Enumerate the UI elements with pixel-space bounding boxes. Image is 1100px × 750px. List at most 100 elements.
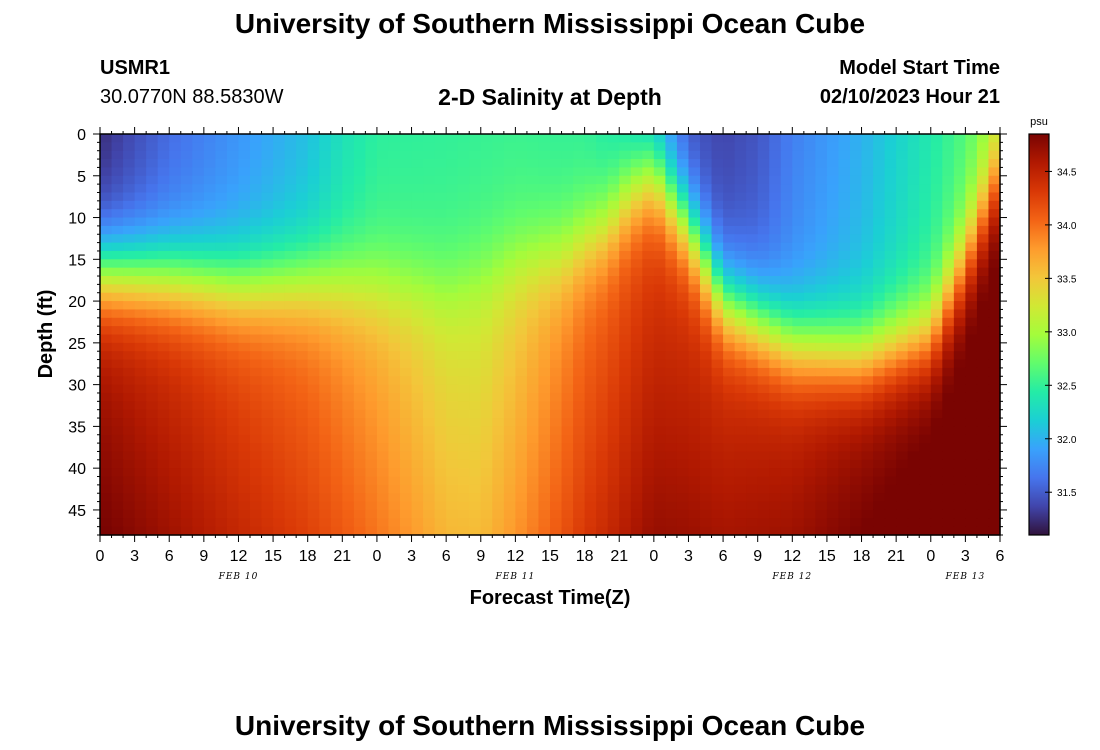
- heatmap-cell: [573, 509, 586, 519]
- heatmap-cell: [411, 334, 424, 344]
- heatmap-cell: [838, 451, 851, 461]
- heatmap-cell: [942, 334, 955, 344]
- heatmap-cell: [515, 200, 528, 210]
- heatmap-cell: [815, 184, 828, 194]
- heatmap-cell: [100, 493, 113, 503]
- heatmap-cell: [146, 418, 159, 427]
- heatmap-cell: [919, 359, 932, 369]
- heatmap-cell: [169, 451, 182, 461]
- heatmap-cell: [884, 526, 897, 536]
- heatmap-cell: [469, 426, 482, 436]
- heatmap-cell: [157, 501, 170, 511]
- heatmap-cell: [653, 159, 666, 169]
- heatmap-cell: [965, 134, 978, 143]
- heatmap-cell: [238, 134, 251, 143]
- heatmap-cell: [469, 367, 482, 377]
- heatmap-cell: [988, 259, 1001, 269]
- heatmap-cell: [653, 501, 666, 511]
- heatmap-cell: [642, 134, 655, 143]
- heatmap-cell: [884, 426, 897, 436]
- heatmap-cell: [550, 518, 563, 528]
- heatmap-cell: [423, 184, 436, 194]
- heatmap-cell: [492, 167, 505, 177]
- heatmap-cell: [584, 476, 597, 486]
- heatmap-cell: [365, 209, 378, 219]
- heatmap-cell: [584, 351, 597, 361]
- heatmap-cell: [307, 426, 320, 436]
- heatmap-cell: [596, 250, 609, 260]
- heatmap-cell: [226, 276, 240, 285]
- heatmap-cell: [123, 526, 136, 536]
- heatmap-cell: [896, 276, 909, 285]
- heatmap-cell: [676, 217, 690, 227]
- heatmap-cell: [688, 384, 701, 394]
- heatmap-cell: [226, 225, 240, 235]
- heatmap-cell: [873, 184, 886, 194]
- heatmap-cell: [988, 476, 1001, 486]
- heatmap-cell: [688, 301, 701, 311]
- heatmap-cell: [942, 200, 955, 210]
- heatmap-cell: [653, 342, 666, 352]
- heatmap-cell: [388, 276, 401, 285]
- heatmap-cell: [561, 443, 574, 453]
- heatmap-cell: [815, 526, 828, 536]
- x-tick-label: 3: [684, 548, 693, 565]
- heatmap-cell: [296, 225, 309, 235]
- heatmap-cell: [423, 418, 436, 427]
- heatmap-cell: [307, 267, 320, 277]
- heatmap-cell: [700, 376, 713, 386]
- heatmap-cell: [619, 334, 632, 344]
- heatmap-cell: [446, 334, 459, 344]
- heatmap-cell: [780, 142, 793, 152]
- heatmap-cell: [215, 426, 228, 436]
- heatmap-cell: [261, 209, 274, 219]
- heatmap-cell: [757, 200, 770, 210]
- heatmap-cell: [388, 451, 401, 461]
- heatmap-cell: [757, 159, 770, 169]
- heatmap-cell: [965, 351, 978, 361]
- heatmap-cell: [769, 409, 782, 419]
- heatmap-cell: [838, 209, 851, 219]
- heatmap-cell: [226, 250, 240, 260]
- heatmap-cell: [284, 184, 297, 194]
- heatmap-cell: [803, 376, 816, 386]
- page-title: University of Southern Mississippi Ocean…: [234, 8, 866, 39]
- heatmap-cell: [769, 493, 782, 503]
- heatmap-cell: [861, 142, 874, 152]
- heatmap-cell: [584, 401, 597, 411]
- colorbar-tick-label: 32.0: [1057, 435, 1077, 446]
- heatmap-cell: [226, 526, 240, 536]
- heatmap-cell: [919, 384, 932, 394]
- heatmap-cell: [423, 209, 436, 219]
- heatmap-cell: [953, 317, 966, 327]
- heatmap-cell: [100, 401, 113, 411]
- heatmap-cell: [215, 384, 228, 394]
- heatmap-cell: [446, 451, 459, 461]
- heatmap-cell: [365, 376, 378, 386]
- heatmap-cell: [919, 317, 932, 327]
- heatmap-cell: [480, 409, 493, 419]
- heatmap-cell: [734, 250, 747, 260]
- heatmap-cell: [584, 317, 597, 327]
- heatmap-cell: [942, 217, 955, 227]
- heatmap-cell: [215, 234, 228, 244]
- heatmap-cell: [676, 259, 690, 269]
- heatmap-cell: [296, 192, 309, 202]
- heatmap-cell: [711, 200, 724, 210]
- heatmap-cell: [619, 342, 632, 352]
- heatmap-cell: [388, 468, 401, 478]
- heatmap-cell: [123, 292, 136, 302]
- heatmap-cell: [376, 192, 390, 202]
- heatmap-cell: [146, 459, 159, 469]
- heatmap-cell: [700, 234, 713, 244]
- heatmap-cell: [457, 242, 470, 252]
- heatmap-cell: [307, 134, 320, 143]
- heatmap-cell: [896, 167, 909, 177]
- heatmap-cell: [550, 292, 563, 302]
- heatmap-cell: [965, 476, 978, 486]
- heatmap-cell: [965, 367, 978, 377]
- heatmap-cell: [942, 426, 955, 436]
- heatmap-cell: [711, 276, 724, 285]
- heatmap-cell: [319, 184, 332, 194]
- heatmap-cell: [284, 342, 297, 352]
